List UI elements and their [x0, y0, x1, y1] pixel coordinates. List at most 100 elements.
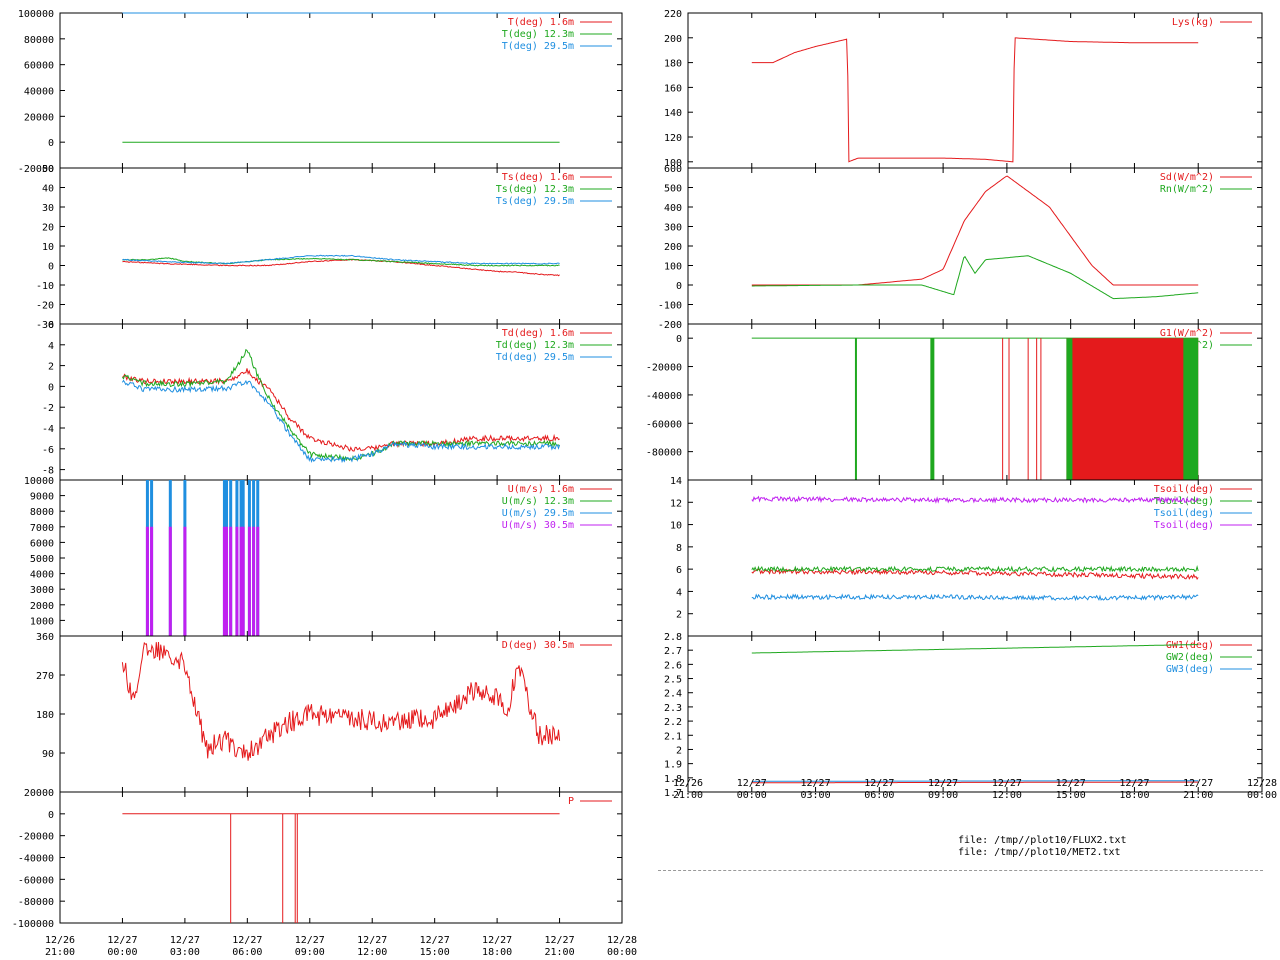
y-tick-label: 2.1	[664, 731, 682, 742]
g1-block	[1066, 338, 1199, 480]
y-tick-label: -8	[42, 466, 54, 477]
y-tick-label: 200	[664, 242, 682, 253]
x-tick-date: 12/27	[545, 935, 575, 946]
y-tick-label: -30	[36, 320, 54, 331]
legend-label: G1(W/m^2)	[1160, 328, 1214, 339]
y-tick-label: -80000	[18, 897, 54, 908]
y-tick-label: 160	[664, 83, 682, 94]
x-tick-time: 18:00	[1119, 790, 1149, 801]
y-tick-label: 100	[664, 158, 682, 169]
x-tick-time: 00:00	[1247, 790, 1277, 801]
y-tick-label: 40	[42, 184, 54, 195]
y-tick-label: 100	[664, 262, 682, 273]
legend-label: Td(deg) 1.6m	[502, 328, 574, 339]
y-tick-label: 180	[36, 710, 54, 721]
x-tick-date: 12/27	[864, 778, 894, 789]
y-tick-label: 200	[664, 34, 682, 45]
plot-frame	[687, 635, 1263, 793]
y-tick-label: -4	[42, 424, 54, 435]
y-tick-label: 40000	[24, 87, 54, 98]
y-tick-label: 12	[670, 498, 682, 509]
x-tick-time: 00:00	[107, 947, 137, 958]
x-tick-time: 00:00	[737, 790, 767, 801]
legend-label: U(m/s) 1.6m	[508, 484, 574, 495]
plot-frame	[59, 635, 623, 793]
x-tick-time: 21:00	[673, 790, 703, 801]
y-tick-label: 2.4	[664, 689, 682, 700]
x-tick-date: 12/27	[357, 935, 387, 946]
legend-label: Tsoil(deg)	[1154, 496, 1214, 507]
legend-label: D(deg) 30.5m	[502, 640, 574, 651]
legend-label: P	[568, 796, 574, 807]
x-tick-time: 12:00	[357, 947, 387, 958]
y-tick-label: 10	[42, 242, 54, 253]
y-tick-label: 2.7	[664, 646, 682, 657]
y-tick-label: -60000	[18, 875, 54, 886]
y-tick-label: 5000	[30, 554, 54, 565]
x-tick-time: 15:00	[420, 947, 450, 958]
legend-label: Td(deg) 12.3m	[496, 340, 574, 351]
series-line	[122, 348, 560, 462]
y-tick-label: 140	[664, 108, 682, 119]
panel-soil-temperature: 1412108642Tsoil(deg)Tsoil(deg)Tsoil(deg)…	[670, 476, 1263, 637]
y-tick-label: 1.8	[664, 774, 682, 785]
legend-label: U(m/s) 30.5m	[502, 520, 574, 531]
y-tick-label: 600	[664, 164, 682, 175]
x-tick-time: 12:00	[992, 790, 1022, 801]
legend-label: GW2(deg)	[1166, 652, 1214, 663]
x-tick-time: 09:00	[295, 947, 325, 958]
y-tick-label: 0	[48, 138, 54, 149]
series-line	[751, 175, 1199, 286]
x-tick-time: 21:00	[1183, 790, 1213, 801]
y-tick-label: 8000	[30, 507, 54, 518]
legend-label: Tsoil(deg)	[1154, 508, 1214, 519]
y-tick-label: 14	[670, 476, 682, 487]
series-line	[122, 254, 560, 265]
legend-label: Sd(W/m^2)	[1160, 172, 1214, 183]
x-tick-time: 21:00	[545, 947, 575, 958]
legend-label: Ts(deg) 12.3m	[496, 184, 574, 195]
y-tick-label: 30	[42, 203, 54, 214]
panel-groundwater: 2.8 2.7 2.6 2.5 2.4 2.3 2.2 2.1 2 1.9 1.8 1.7 GW1(de…	[664, 632, 1263, 799]
legend-label: GW1(deg)	[1166, 640, 1214, 651]
y-tick-label: -40000	[646, 391, 682, 402]
y-tick-label: 100000	[18, 9, 54, 20]
legend-label: T(deg) 12.3m	[502, 29, 574, 40]
y-tick-label: 220	[664, 9, 682, 20]
y-tick-label: -40000	[18, 854, 54, 865]
y-tick-label: -6	[42, 445, 54, 456]
legend-label: Tsoil(deg)	[1154, 520, 1214, 531]
y-tick-label: -2	[42, 403, 54, 414]
x-tick-time: 18:00	[482, 947, 512, 958]
y-tick-label: 2.5	[664, 675, 682, 686]
y-tick-label: -20000	[18, 164, 54, 175]
x-tick-time: 03:00	[801, 790, 831, 801]
series-line	[751, 255, 1199, 300]
legend-label: Rn(W/m^2)	[1160, 184, 1214, 195]
y-tick-label: 20	[42, 223, 54, 234]
series-line	[751, 593, 1199, 602]
g2-block	[930, 338, 935, 480]
legend-label: Lys(kg)	[1172, 17, 1214, 28]
x-tick-date: 12/27	[1183, 778, 1213, 789]
file-label-met: file: /tmp//plot10/MET2.txt	[958, 847, 1121, 858]
series-line	[751, 780, 1199, 782]
y-tick-label: 1.7	[664, 788, 682, 799]
y-tick-label: 20000	[24, 788, 54, 799]
series-line	[751, 565, 1199, 574]
y-tick-label: 6000	[30, 538, 54, 549]
plot-frame	[59, 791, 623, 924]
y-tick-label: 0	[48, 262, 54, 273]
legend-label: Td(deg) 29.5m	[496, 352, 574, 363]
x-tick-date: 12/27	[107, 935, 137, 946]
y-tick-label: 9000	[30, 492, 54, 503]
y-tick-label: 7000	[30, 523, 54, 534]
y-tick-label: 400	[664, 203, 682, 214]
y-tick-label: 2.3	[664, 703, 682, 714]
panel-lysimeter: 220 200 180 160 140 120 100 Lys(kg)	[664, 9, 1263, 169]
y-tick-label: 180	[664, 59, 682, 70]
y-tick-label: 2000	[30, 601, 54, 612]
plot-frame	[687, 12, 1263, 169]
